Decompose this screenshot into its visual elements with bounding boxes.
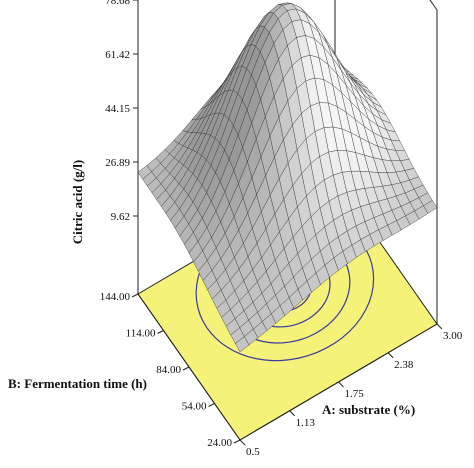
x-axis-label: A: substrate (%) (322, 402, 415, 417)
x-tick-mark (239, 439, 246, 446)
y-tick-label: 114.00 (126, 328, 156, 340)
frame-edge-top-right (429, 0, 438, 11)
y-tick-mark (208, 403, 215, 407)
x-tick-label: 0.5 (246, 446, 260, 458)
surface-cell (235, 336, 250, 353)
y-tick-mark (182, 366, 190, 371)
x-tick-mark (289, 410, 295, 417)
y-axis-label: B: Fermentation time (h) (8, 376, 147, 391)
y-tick-mark (157, 330, 164, 334)
z-tick-label: 26.89 (105, 157, 130, 169)
y-tick-label: 84.00 (156, 364, 181, 376)
x-tick-mark (338, 381, 344, 388)
x-tick-label: 1.75 (345, 388, 365, 400)
x-tick-label: 3.00 (443, 330, 463, 342)
x-tick-label: 2.38 (394, 359, 414, 371)
surface-mesh (137, 2, 438, 353)
z-tick-label: 9.62 (111, 211, 130, 223)
z-tick-label: 61.42 (105, 49, 130, 61)
y-tick-label: 54.00 (182, 401, 207, 413)
tick-labels: 9.62 26.89 44.15 61.42 78.68 24.00 54.00 84.00 1… (100, 0, 463, 458)
y-tick-mark (233, 439, 241, 444)
x-tick-mark (387, 352, 394, 359)
x-tick-label: 1.13 (296, 417, 316, 429)
y-tick-label: 24.00 (207, 437, 232, 449)
z-axis-label: Citric acid (g/l) (70, 160, 85, 244)
z-tick-label: 44.15 (105, 103, 130, 115)
y-tick-label: 144.00 (100, 291, 131, 303)
z-tick-label: 78.68 (105, 0, 130, 7)
y-tick-mark (131, 293, 139, 298)
x-tick-mark (436, 323, 443, 330)
